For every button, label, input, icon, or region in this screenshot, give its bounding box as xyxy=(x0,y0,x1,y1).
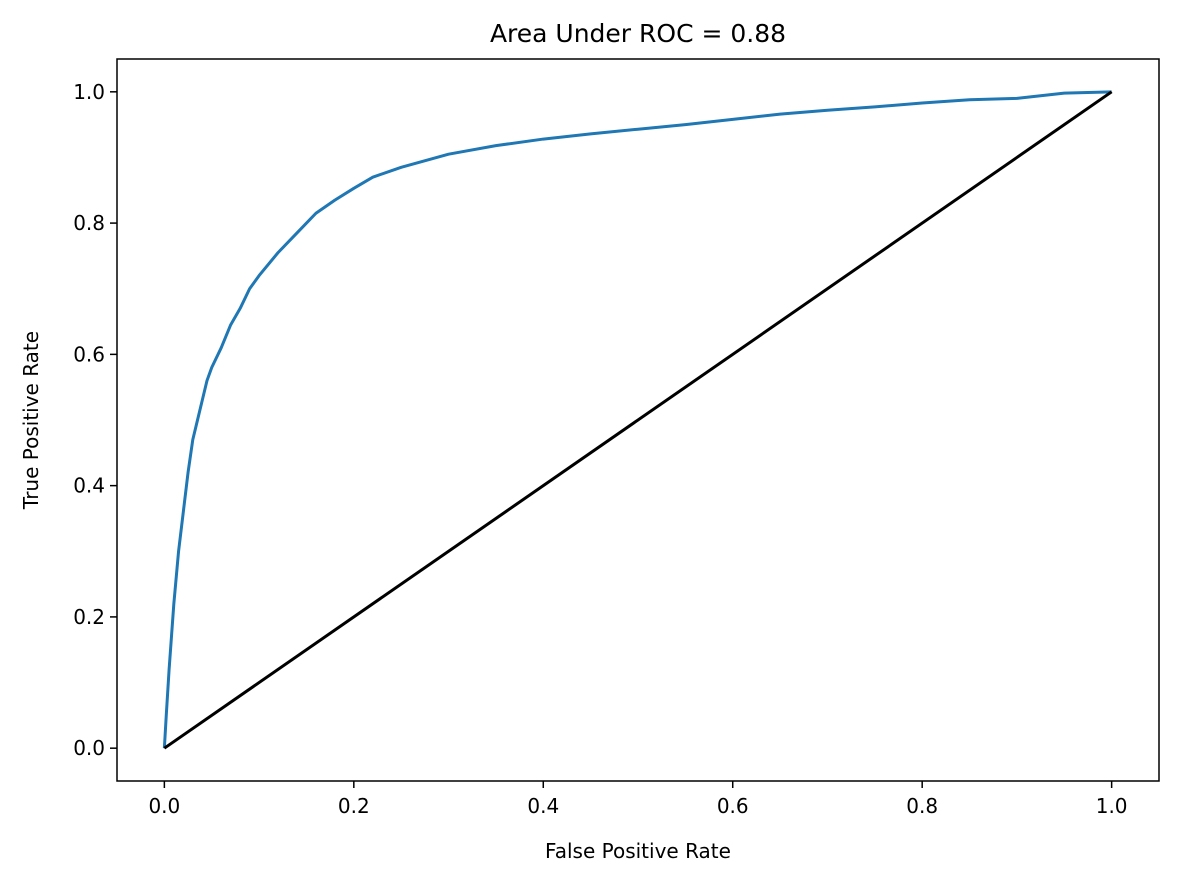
x-tick-label: 0.2 xyxy=(338,794,370,818)
y-tick-label: 0.2 xyxy=(73,605,105,629)
roc-curve-line xyxy=(162,90,1112,749)
diagonal-reference-line xyxy=(163,90,1113,750)
x-tick-label: 0.8 xyxy=(906,794,938,818)
y-tick-label: 0.8 xyxy=(73,211,105,235)
y-tick-label: 0.6 xyxy=(73,342,105,366)
chart-title: Area Under ROC = 0.88 xyxy=(490,19,786,48)
y-tick-label: 1.0 xyxy=(73,80,105,104)
y-tick-label: 0.4 xyxy=(73,474,105,498)
x-axis-label: False Positive Rate xyxy=(545,839,731,863)
x-tick-label: 0.6 xyxy=(717,794,749,818)
y-tick-label: 0.0 xyxy=(73,736,105,760)
plot-frame xyxy=(116,58,1160,782)
x-tick-label: 0.0 xyxy=(148,794,180,818)
x-tick-label: 1.0 xyxy=(1096,794,1128,818)
y-axis-label: True Positive Rate xyxy=(19,331,43,510)
x-tick-label: 0.4 xyxy=(527,794,559,818)
